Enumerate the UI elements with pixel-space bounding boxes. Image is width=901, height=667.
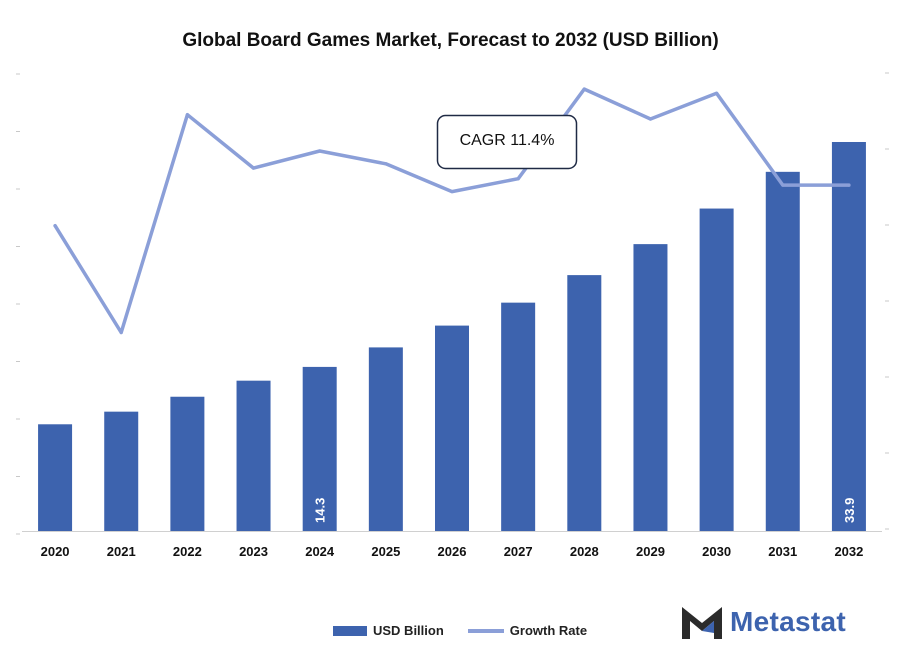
x-tick-label: 2030 xyxy=(702,544,731,559)
x-tick-label: 2032 xyxy=(834,544,863,559)
metastat-logo-icon xyxy=(682,607,722,639)
legend-item-line: Growth Rate xyxy=(467,623,588,638)
x-tick-label: 2027 xyxy=(504,544,533,559)
metastat-logo: Metastat xyxy=(680,603,846,641)
cagr-box xyxy=(436,114,578,170)
legend: USD Billion Growth Rate xyxy=(333,623,611,638)
growth-point-2030 xyxy=(715,91,719,95)
bar-2025 xyxy=(368,347,403,531)
x-tick-label: 2029 xyxy=(636,544,665,559)
logo-text: Metastat xyxy=(730,606,846,637)
legend-bar-swatch xyxy=(333,625,367,636)
bar-2028 xyxy=(567,275,602,531)
growth-point-2023 xyxy=(251,166,256,170)
x-tick-label: 2022 xyxy=(173,544,202,559)
legend-line-label: Growth Rate xyxy=(509,623,588,638)
growth-point-2029 xyxy=(648,117,653,121)
bar-data-label: 14.3 xyxy=(313,498,328,523)
bar-2031 xyxy=(765,171,800,531)
x-tick-label: 2028 xyxy=(570,544,599,559)
chart-title: Global Board Games Market, Forecast to 2… xyxy=(182,30,719,51)
x-tick-label: 2026 xyxy=(438,544,467,559)
x-tick-label: 2021 xyxy=(107,544,136,559)
legend-bar-label: USD Billion xyxy=(373,623,444,638)
growth-point-2028 xyxy=(582,87,586,91)
growth-point-2026 xyxy=(450,189,454,194)
bar-2030 xyxy=(699,208,734,532)
bar-2032 xyxy=(831,141,866,531)
bar-2029 xyxy=(633,244,668,531)
x-tick-label: 2025 xyxy=(371,544,400,559)
growth-point-2025 xyxy=(384,162,388,166)
x-tick-label: 2031 xyxy=(768,544,797,559)
growth-point-2032 xyxy=(847,183,851,187)
x-tick-label: 2023 xyxy=(239,544,268,559)
bar-data-label: 33.9 xyxy=(842,498,857,523)
bar-2023 xyxy=(236,380,271,531)
growth-point-2022 xyxy=(185,113,189,117)
growth-point-2027 xyxy=(516,177,520,181)
legend-item-bars: USD Billion xyxy=(333,623,444,638)
cagr-label: CAGR 11.4% xyxy=(460,132,555,149)
growth-point-2021 xyxy=(119,330,123,335)
x-tick-label: 2024 xyxy=(305,544,335,559)
bar-2020 xyxy=(38,424,73,531)
growth-point-2020 xyxy=(53,224,57,228)
bar-2027 xyxy=(501,302,536,531)
bar-2022 xyxy=(170,396,205,531)
legend-line-swatch xyxy=(467,628,504,633)
bar-2026 xyxy=(435,325,469,531)
bar-2024 xyxy=(302,366,337,531)
x-tick-label: 2020 xyxy=(41,544,70,559)
growth-point-2024 xyxy=(318,149,322,153)
bar-2021 xyxy=(104,411,139,531)
growth-point-2031 xyxy=(781,183,785,187)
